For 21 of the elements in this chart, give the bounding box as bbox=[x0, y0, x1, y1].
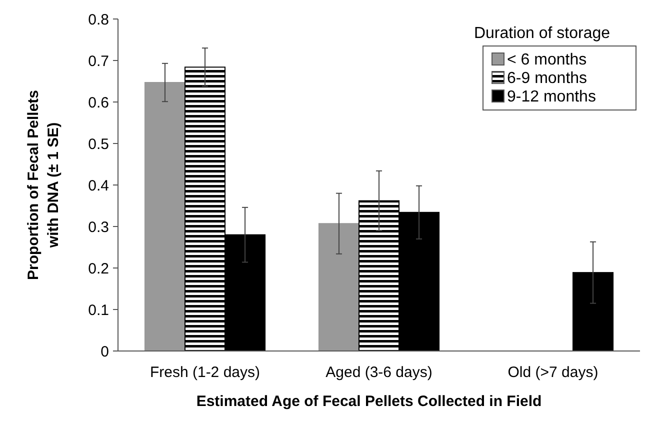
y-tick-label: 0.8 bbox=[88, 11, 109, 28]
legend-label: 9-12 months bbox=[507, 88, 596, 106]
bar bbox=[572, 272, 614, 352]
x-tick-label: Aged (3-6 days) bbox=[326, 364, 432, 381]
legend-label: < 6 months bbox=[507, 52, 587, 69]
y-tick-label: 0.3 bbox=[88, 218, 109, 236]
y-tick-label: 0.5 bbox=[88, 136, 109, 153]
y-tick-label: 0.1 bbox=[88, 302, 109, 319]
legend-title: Duration of storage bbox=[474, 25, 610, 42]
y-tick-label: 0.6 bbox=[88, 94, 109, 112]
x-axis-title: Estimated Age of Fecal Pellets Collected in Field bbox=[196, 393, 542, 410]
y-tick-label: 0.4 bbox=[88, 177, 109, 194]
bar bbox=[144, 82, 186, 352]
x-tick-label: Fresh (1-2 days) bbox=[150, 364, 260, 381]
y-tick-label: 0 bbox=[100, 343, 109, 360]
bar bbox=[318, 223, 360, 352]
legend-label: 6-9 months bbox=[507, 70, 588, 88]
x-tick-label: Old (>7 days) bbox=[508, 364, 598, 381]
y-axis-title: Proportion of Fecal Pellets with DNA (± 1 SE) bbox=[25, 90, 62, 280]
y-tick-label: 0.7 bbox=[88, 52, 109, 70]
y-tick-label: 0.2 bbox=[88, 260, 109, 278]
